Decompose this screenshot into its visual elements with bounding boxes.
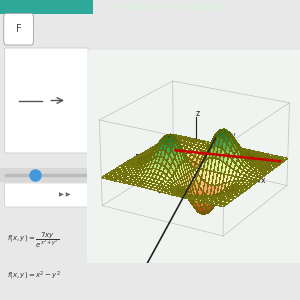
- Text: $f(x,y) = \dfrac{7xy}{e^{x^2+y^2}}$: $f(x,y) = \dfrac{7xy}{e^{x^2+y^2}}$: [8, 230, 60, 250]
- Text: ▶ ▶: ▶ ▶: [59, 193, 71, 197]
- Bar: [0, 0, 93, 14]
- Text: F: F: [16, 24, 21, 34]
- FancyBboxPatch shape: [5, 48, 88, 153]
- FancyBboxPatch shape: [4, 14, 34, 45]
- Text: $f(x,y) = x^2 - y^2$: $f(x,y) = x^2 - y^2$: [8, 270, 61, 282]
- Bar: [0, 168, 93, 182]
- Text: f(-0.589, 1.84) = -0.18156363: f(-0.589, 1.84) = -0.18156363: [115, 4, 221, 10]
- FancyBboxPatch shape: [5, 183, 88, 207]
